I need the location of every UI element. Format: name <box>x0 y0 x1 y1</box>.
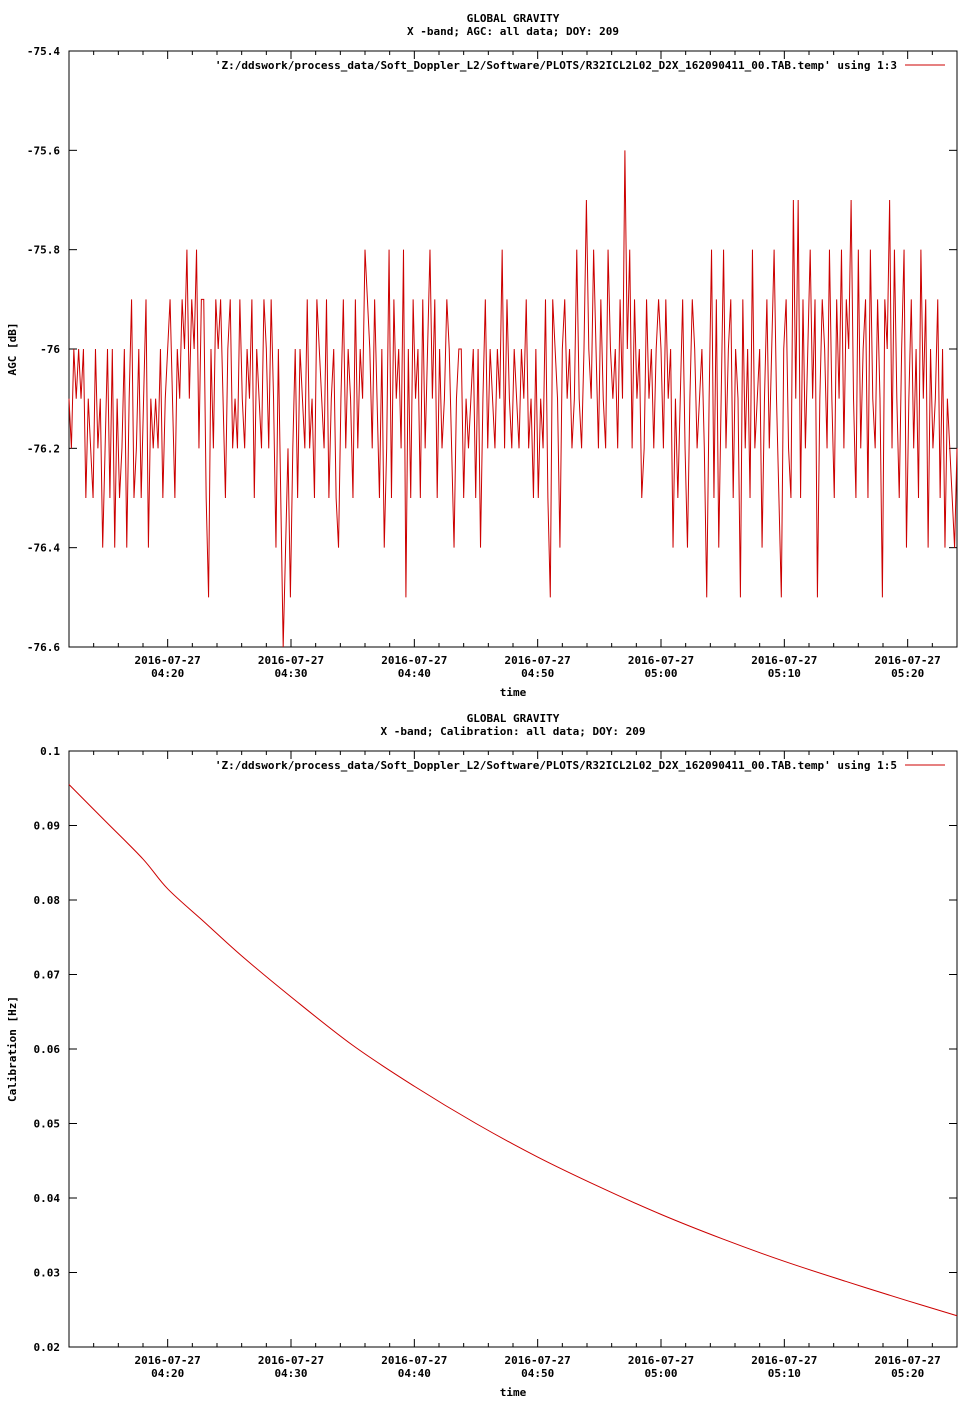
y-tick-label: 0.05 <box>34 1118 61 1131</box>
x-tick-label-time: 04:50 <box>521 1367 554 1380</box>
x-axis-label: time <box>500 1386 527 1399</box>
y-tick-label: 0.04 <box>34 1192 61 1205</box>
plot-frame <box>68 50 958 648</box>
x-tick-label-date: 2016-07-27 <box>875 1354 941 1367</box>
x-tick-label-date: 2016-07-27 <box>258 1354 324 1367</box>
legend-text: 'Z:/ddswork/process_data/Soft_Doppler_L2… <box>215 59 897 72</box>
chart-title: GLOBAL GRAVITY <box>467 712 560 725</box>
x-tick-label-date: 2016-07-27 <box>258 654 324 667</box>
x-tick-label-date: 2016-07-27 <box>135 654 201 667</box>
x-tick-label-date: 2016-07-27 <box>381 1354 447 1367</box>
x-axis-label: time <box>500 686 527 699</box>
y-tick-label: 0.1 <box>40 745 60 758</box>
x-tick-label-time: 04:20 <box>151 1367 184 1380</box>
y-tick-label: -75.4 <box>27 45 60 58</box>
y-axis-label: Calibration [Hz] <box>6 996 19 1102</box>
chart-subtitle: X -band; AGC: all data; DOY: 209 <box>407 25 619 38</box>
x-tick-label-date: 2016-07-27 <box>875 654 941 667</box>
plot-frame <box>68 750 958 1348</box>
x-tick-label-time: 04:40 <box>398 1367 431 1380</box>
x-tick-label-time: 04:30 <box>274 1367 307 1380</box>
x-tick-label-date: 2016-07-27 <box>505 1354 571 1367</box>
x-tick-label-time: 04:20 <box>151 667 184 680</box>
y-tick-label: 0.09 <box>34 820 61 833</box>
x-tick-label-date: 2016-07-27 <box>135 1354 201 1367</box>
x-tick-label-time: 05:00 <box>644 667 677 680</box>
x-tick-label-date: 2016-07-27 <box>505 654 571 667</box>
y-tick-label: -76 <box>40 343 60 356</box>
y-tick-label: -75.8 <box>27 244 60 257</box>
y-tick-label: -76.6 <box>27 641 60 654</box>
y-tick-label: -75.6 <box>27 144 60 157</box>
x-tick-label-time: 04:40 <box>398 667 431 680</box>
y-tick-label: 0.08 <box>34 894 61 907</box>
x-tick-label-time: 05:10 <box>768 667 801 680</box>
x-tick-label-date: 2016-07-27 <box>751 654 817 667</box>
legend-text: 'Z:/ddswork/process_data/Soft_Doppler_L2… <box>215 759 897 772</box>
x-tick-label-time: 04:50 <box>521 667 554 680</box>
x-tick-label-time: 05:20 <box>891 667 924 680</box>
x-tick-label-time: 04:30 <box>274 667 307 680</box>
x-tick-label-date: 2016-07-27 <box>381 654 447 667</box>
y-tick-label: 0.06 <box>34 1043 61 1056</box>
chart-subtitle: X -band; Calibration: all data; DOY: 209 <box>381 725 646 738</box>
y-tick-label: 0.02 <box>34 1341 61 1354</box>
x-tick-label-date: 2016-07-27 <box>628 1354 694 1367</box>
x-tick-label-date: 2016-07-27 <box>751 1354 817 1367</box>
y-tick-label: -76.2 <box>27 442 60 455</box>
x-tick-label-date: 2016-07-27 <box>628 654 694 667</box>
x-tick-label-time: 05:00 <box>644 1367 677 1380</box>
series-line <box>68 784 958 1317</box>
chart-title: GLOBAL GRAVITY <box>467 12 560 25</box>
x-tick-label-time: 05:20 <box>891 1367 924 1380</box>
y-axis-label: AGC [dB] <box>6 323 19 376</box>
y-tick-label: -76.4 <box>27 542 60 555</box>
y-tick-label: 0.03 <box>34 1267 61 1280</box>
series-line <box>68 150 958 648</box>
y-tick-label: 0.07 <box>34 969 61 982</box>
x-tick-label-time: 05:10 <box>768 1367 801 1380</box>
